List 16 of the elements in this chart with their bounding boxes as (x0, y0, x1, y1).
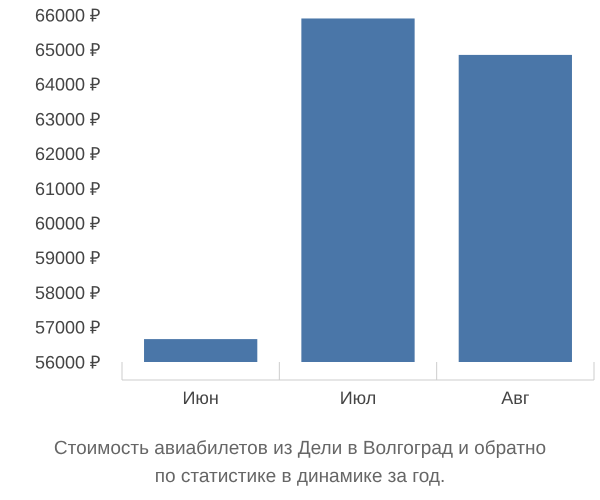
y-tick-label: 58000 ₽ (34, 282, 100, 303)
text: по статистике в динамике за год. (154, 466, 446, 487)
y-tick-label: 64000 ₽ (34, 74, 100, 95)
x-tick-label: Июл (340, 388, 376, 408)
y-tick-label: 65000 ₽ (34, 40, 100, 60)
y-tick-label: 66000 ₽ (34, 5, 100, 26)
y-tick-label: 63000 ₽ (34, 109, 100, 130)
y-tick-label: 56000 ₽ (34, 352, 100, 372)
x-tick-label: Июн (182, 388, 219, 408)
y-tick-label: 57000 ₽ (34, 318, 100, 338)
x-tick-label: Авг (501, 388, 530, 408)
text: Стоимость авиабилетов из Дели в Волгоград и обратно (54, 438, 546, 459)
y-tick-label: 61000 ₽ (34, 178, 100, 199)
y-tick-label: 60000 ₽ (34, 214, 100, 234)
y-tick-label: 62000 ₽ (34, 144, 100, 164)
y-tick-label: 59000 ₽ (34, 248, 100, 268)
